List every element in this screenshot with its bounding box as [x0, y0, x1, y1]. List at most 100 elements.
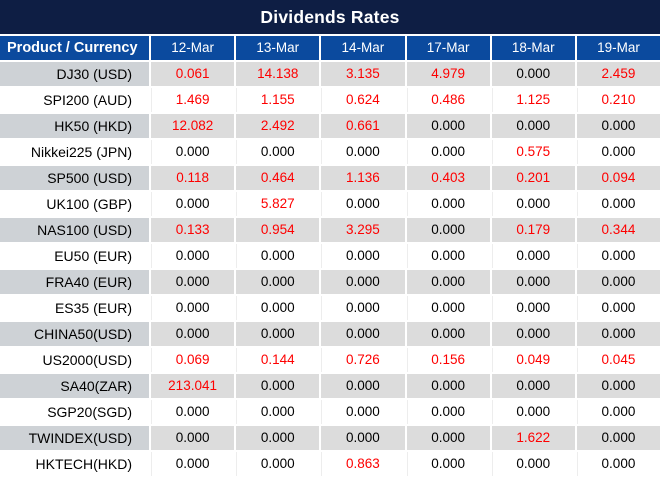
rate-cell: 2.492: [236, 114, 320, 138]
rate-cell: 0.000: [491, 322, 575, 346]
table-title: Dividends Rates: [0, 0, 660, 34]
rate-cell: 0.000: [406, 114, 490, 138]
rate-cell: 0.000: [321, 400, 405, 424]
rate-cell: 0.000: [236, 374, 320, 398]
rate-cell: 0.000: [321, 296, 405, 320]
rate-cell: 0.000: [491, 452, 575, 476]
rate-cell: 1.125: [491, 88, 575, 112]
rate-cell: 0.000: [321, 270, 405, 294]
table-row: SPI200 (AUD) 1.469 1.155 0.624 0.486 1.125 0.2…: [0, 88, 660, 112]
rate-cell: 0.179: [491, 218, 575, 242]
rate-cell: 1.622: [491, 426, 575, 450]
date-header: 14-Mar: [321, 36, 405, 60]
rate-cell: 0.156: [406, 348, 490, 372]
rate-cell: 0.000: [406, 244, 490, 268]
rate-cell: 0.000: [406, 400, 490, 424]
rate-cell: 0.464: [236, 166, 320, 190]
product-cell: DJ30 (USD): [0, 62, 149, 86]
table-row: Nikkei225 (JPN) 0.000 0.000 0.000 0.000 0.575…: [0, 140, 660, 164]
rate-cell: 1.155: [236, 88, 320, 112]
rate-cell: 0.000: [151, 244, 235, 268]
rate-cell: 0.045: [576, 348, 660, 372]
rate-cell: 3.295: [321, 218, 405, 242]
rate-cell: 0.000: [321, 322, 405, 346]
table-row: TWINDEX(USD) 0.000 0.000 0.000 0.000 1.622 0.0…: [0, 426, 660, 450]
rate-cell: 2.459: [576, 62, 660, 86]
rate-cell: 0.863: [321, 452, 405, 476]
rate-cell: 0.000: [151, 322, 235, 346]
rate-cell: 0.000: [491, 400, 575, 424]
product-cell: SP500 (USD): [0, 166, 149, 190]
rate-cell: 12.082: [151, 114, 235, 138]
rate-cell: 0.000: [406, 192, 490, 216]
rate-cell: 0.061: [151, 62, 235, 86]
table-row: NAS100 (USD) 0.133 0.954 3.295 0.000 0.179 0.3…: [0, 218, 660, 242]
rate-cell: 0.000: [236, 296, 320, 320]
rate-cell: 0.000: [576, 114, 660, 138]
table-row: HKTECH(HKD) 0.000 0.000 0.863 0.000 0.000 0.00…: [0, 452, 660, 476]
product-cell: SGP20(SGD): [0, 400, 149, 424]
rate-cell: 0.201: [491, 166, 575, 190]
rate-cell: 0.000: [491, 270, 575, 294]
product-cell: NAS100 (USD): [0, 218, 149, 242]
rate-cell: 0.575: [491, 140, 575, 164]
product-cell: US2000(USD): [0, 348, 149, 372]
table-row: CHINA50(USD) 0.000 0.000 0.000 0.000 0.000 0.0…: [0, 322, 660, 346]
table-row: US2000(USD) 0.069 0.144 0.726 0.156 0.049 0.04…: [0, 348, 660, 372]
table-row: DJ30 (USD) 0.061 14.138 3.135 4.979 0.000 2.45…: [0, 62, 660, 86]
rate-cell: 5.827: [236, 192, 320, 216]
rate-cell: 0.000: [151, 426, 235, 450]
table-row: HK50 (HKD) 12.082 2.492 0.661 0.000 0.000 0.00…: [0, 114, 660, 138]
rate-cell: 0.000: [576, 400, 660, 424]
rate-cell: 0.000: [321, 140, 405, 164]
product-cell: FRA40 (EUR): [0, 270, 149, 294]
rate-cell: 0.661: [321, 114, 405, 138]
rate-cell: 0.000: [576, 244, 660, 268]
rate-cell: 0.000: [151, 270, 235, 294]
product-cell: ES35 (EUR): [0, 296, 149, 320]
product-cell: CHINA50(USD): [0, 322, 149, 346]
rate-cell: 0.000: [321, 192, 405, 216]
date-header: 18-Mar: [491, 36, 575, 60]
product-cell: HK50 (HKD): [0, 114, 149, 138]
rate-cell: 0.000: [576, 322, 660, 346]
table-row: SP500 (USD) 0.118 0.464 1.136 0.403 0.201 0.09…: [0, 166, 660, 190]
product-cell: Nikkei225 (JPN): [0, 140, 149, 164]
rate-cell: 3.135: [321, 62, 405, 86]
rate-cell: 0.000: [491, 192, 575, 216]
rate-cell: 0.000: [576, 270, 660, 294]
table-header-row: Product / Currency 12-Mar 13-Mar 14-Mar …: [0, 36, 660, 60]
product-cell: TWINDEX(USD): [0, 426, 149, 450]
product-cell: SPI200 (AUD): [0, 88, 149, 112]
rate-cell: 0.133: [151, 218, 235, 242]
rate-cell: 0.000: [236, 244, 320, 268]
product-cell: HKTECH(HKD): [0, 452, 149, 476]
rate-cell: 213.041: [151, 374, 235, 398]
rate-cell: 0.000: [321, 426, 405, 450]
rate-cell: 0.000: [406, 426, 490, 450]
rate-cell: 14.138: [236, 62, 320, 86]
rate-cell: 0.000: [406, 374, 490, 398]
product-cell: UK100 (GBP): [0, 192, 149, 216]
product-cell: SA40(ZAR): [0, 374, 149, 398]
rate-cell: 0.000: [236, 426, 320, 450]
rate-cell: 0.000: [151, 296, 235, 320]
rate-cell: 0.403: [406, 166, 490, 190]
rate-cell: 0.000: [151, 452, 235, 476]
rate-cell: 0.726: [321, 348, 405, 372]
table-row: ES35 (EUR) 0.000 0.000 0.000 0.000 0.000 0.000: [0, 296, 660, 320]
rate-cell: 0.000: [236, 400, 320, 424]
rate-cell: 0.000: [406, 140, 490, 164]
rate-cell: 0.344: [576, 218, 660, 242]
table-row: SGP20(SGD) 0.000 0.000 0.000 0.000 0.000 0.000: [0, 400, 660, 424]
date-header: 17-Mar: [406, 36, 490, 60]
rate-cell: 0.000: [576, 452, 660, 476]
rate-cell: 0.000: [406, 452, 490, 476]
rate-cell: 0.000: [491, 374, 575, 398]
rate-cell: 0.000: [491, 244, 575, 268]
rate-cell: 4.979: [406, 62, 490, 86]
table-body: DJ30 (USD) 0.061 14.138 3.135 4.979 0.000 2.45…: [0, 62, 660, 476]
table-row: EU50 (EUR) 0.000 0.000 0.000 0.000 0.000 0.000: [0, 244, 660, 268]
rate-cell: 0.000: [321, 244, 405, 268]
rate-cell: 0.000: [236, 140, 320, 164]
